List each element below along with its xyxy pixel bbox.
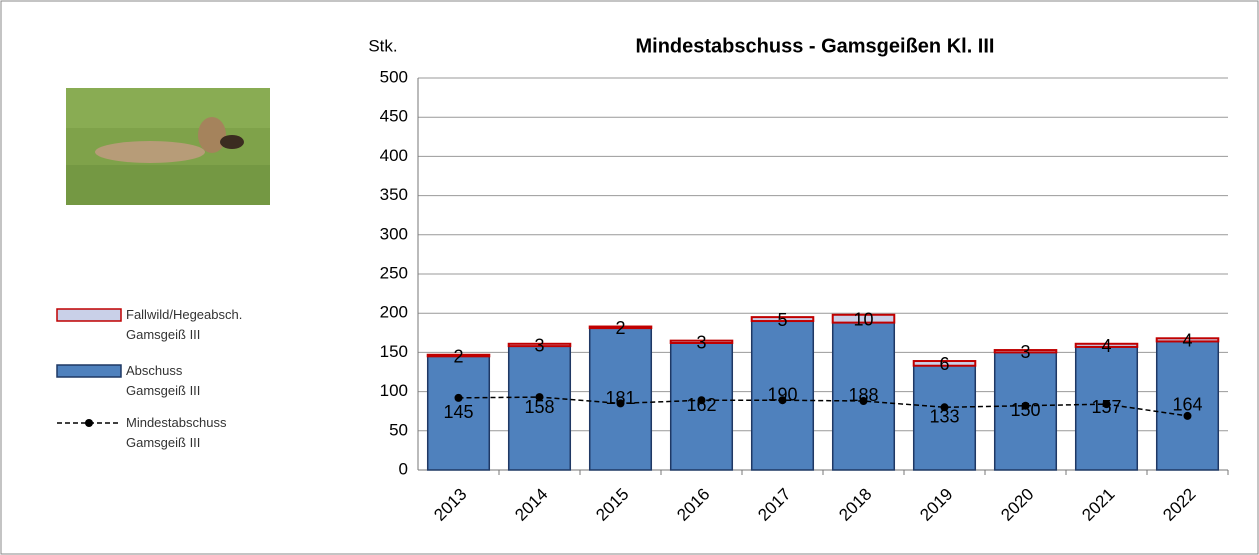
data-label: 164 [1172,394,1202,414]
legend-marker [85,419,93,427]
legend-swatch [55,413,123,433]
legend-item: Fallwild/Hegeabsch. Gamsgeiß III [55,305,226,345]
legend-box [57,365,121,377]
legend-box [57,309,121,321]
line-marker [1184,412,1192,420]
data-label: 3 [696,333,706,353]
line-marker [455,394,463,402]
legend-swatch [55,361,123,381]
line-marker [860,397,868,405]
y-tick-label: 100 [380,381,408,400]
legend-item: Abschuss Gamsgeiß III [55,361,226,401]
legend-label: Mindestabschuss Gamsgeiß III [126,413,226,453]
data-label: 4 [1182,331,1192,351]
data-label: 3 [534,336,544,356]
chart: Stk. Mindestabschuss - Gamsgeißen Kl. II… [0,0,1259,555]
data-label: 3 [1020,342,1030,362]
data-label: 10 [853,309,873,329]
page: Stk. Mindestabschuss - Gamsgeißen Kl. II… [0,0,1259,555]
y-tick-label: 0 [399,459,408,478]
line-marker [1022,402,1030,410]
line-marker [941,403,949,411]
data-label: 5 [777,310,787,330]
y-tick-label: 400 [380,146,408,165]
line-marker [536,393,544,401]
y-axis-label: Stk. [368,36,397,55]
line-marker [779,396,787,404]
data-label: 2 [453,346,463,366]
line-marker [617,399,625,407]
legend-label: Abschuss Gamsgeiß III [126,361,226,401]
chart-title: Mindestabschuss - Gamsgeißen Kl. III [636,35,995,57]
y-tick-label: 500 [380,67,408,86]
data-label: 6 [939,354,949,374]
y-tick-label: 250 [380,263,408,282]
frame [1,1,1258,554]
legend-item: Mindestabschuss Gamsgeiß III [55,413,226,453]
y-tick-label: 200 [380,303,408,322]
legend-label: Fallwild/Hegeabsch. Gamsgeiß III [126,305,226,345]
legend-swatch [55,305,123,325]
y-tick-label: 150 [380,342,408,361]
data-label: 4 [1101,336,1111,356]
photo [66,88,270,205]
line-marker [698,396,706,404]
y-tick-label: 350 [380,185,408,204]
y-tick-label: 50 [389,420,408,439]
line-marker [1103,400,1111,408]
y-tick-label: 450 [380,107,408,126]
y-tick-label: 300 [380,224,408,243]
data-label: 145 [443,402,473,422]
data-label: 2 [615,318,625,338]
